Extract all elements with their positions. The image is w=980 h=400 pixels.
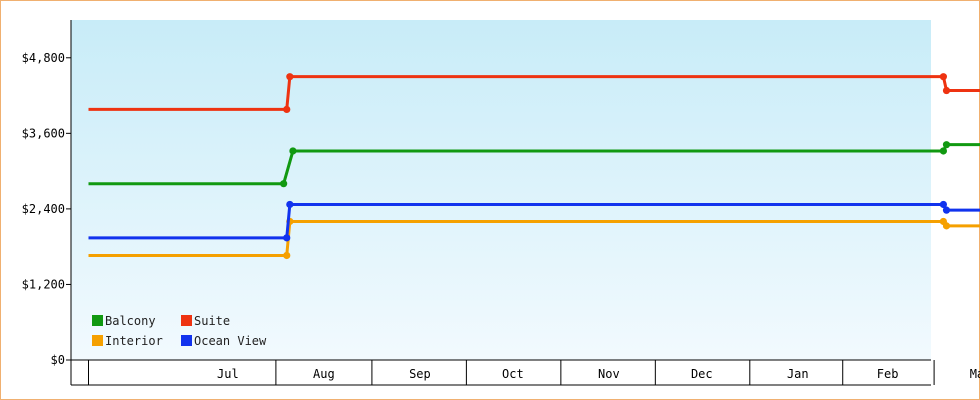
x-tick-label: Aug bbox=[313, 367, 335, 381]
data-point-suite bbox=[939, 73, 947, 81]
data-point-ocean-view bbox=[939, 200, 947, 209]
x-tick-label: Oct bbox=[502, 367, 524, 381]
data-point-ocean-view bbox=[283, 234, 291, 242]
y-tick-label: $0 bbox=[51, 353, 65, 367]
data-point-ocean-view bbox=[942, 206, 951, 214]
plot-background bbox=[71, 20, 931, 360]
y-tick-label: $3,600 bbox=[22, 126, 65, 140]
legend-label-balcony: Balcony bbox=[105, 314, 156, 328]
y-tick-labels: $0 $1,200 $2,400 $3,600 $4,800 bbox=[22, 51, 65, 367]
x-tick-label: Sep bbox=[409, 367, 431, 381]
legend-label-interior: Interior bbox=[105, 334, 163, 348]
legend-swatch-ocean-view bbox=[181, 335, 192, 346]
legend: Balcony Suite Interior Ocean View bbox=[92, 314, 267, 348]
series-line-suite bbox=[88, 75, 980, 111]
x-tick-label: Jul bbox=[217, 367, 239, 381]
series-layer bbox=[88, 73, 980, 260]
data-point-balcony bbox=[939, 147, 947, 155]
series-line-balcony bbox=[88, 143, 980, 186]
data-point-balcony bbox=[942, 141, 951, 149]
x-tick-label: Mar bbox=[970, 367, 980, 381]
x-tick-label: Nov bbox=[598, 367, 620, 381]
legend-label-ocean-view: Ocean View bbox=[194, 334, 267, 348]
legend-swatch-balcony bbox=[92, 315, 103, 326]
x-tick-label: Dec bbox=[691, 367, 713, 381]
data-point-suite bbox=[283, 105, 291, 114]
series-line-interior bbox=[88, 219, 980, 257]
series-ocean-view bbox=[88, 200, 980, 242]
y-tick-label: $2,400 bbox=[22, 202, 65, 216]
x-tick-label: Feb bbox=[877, 367, 899, 381]
x-tick-labels: JulAugSepOctNovDecJanFebMarAprMayJunJulA… bbox=[217, 367, 980, 381]
y-tick-label: $1,200 bbox=[22, 277, 65, 291]
legend-swatch-suite bbox=[181, 315, 192, 326]
y-tick-label: $4,800 bbox=[22, 51, 65, 65]
series-balcony bbox=[88, 141, 980, 188]
data-point-suite bbox=[286, 73, 294, 81]
data-point-balcony bbox=[289, 147, 297, 155]
data-point-suite bbox=[942, 86, 951, 95]
series-line-ocean-view bbox=[88, 202, 980, 240]
data-point-interior bbox=[283, 251, 291, 260]
axes bbox=[66, 20, 935, 386]
series-suite bbox=[88, 73, 980, 114]
data-point-balcony bbox=[280, 180, 288, 188]
data-point-ocean-view bbox=[286, 200, 294, 209]
legend-swatch-interior bbox=[92, 335, 103, 346]
data-point-interior bbox=[942, 222, 951, 230]
legend-label-suite: Suite bbox=[194, 314, 230, 328]
x-tick-label: Jan bbox=[787, 367, 809, 381]
